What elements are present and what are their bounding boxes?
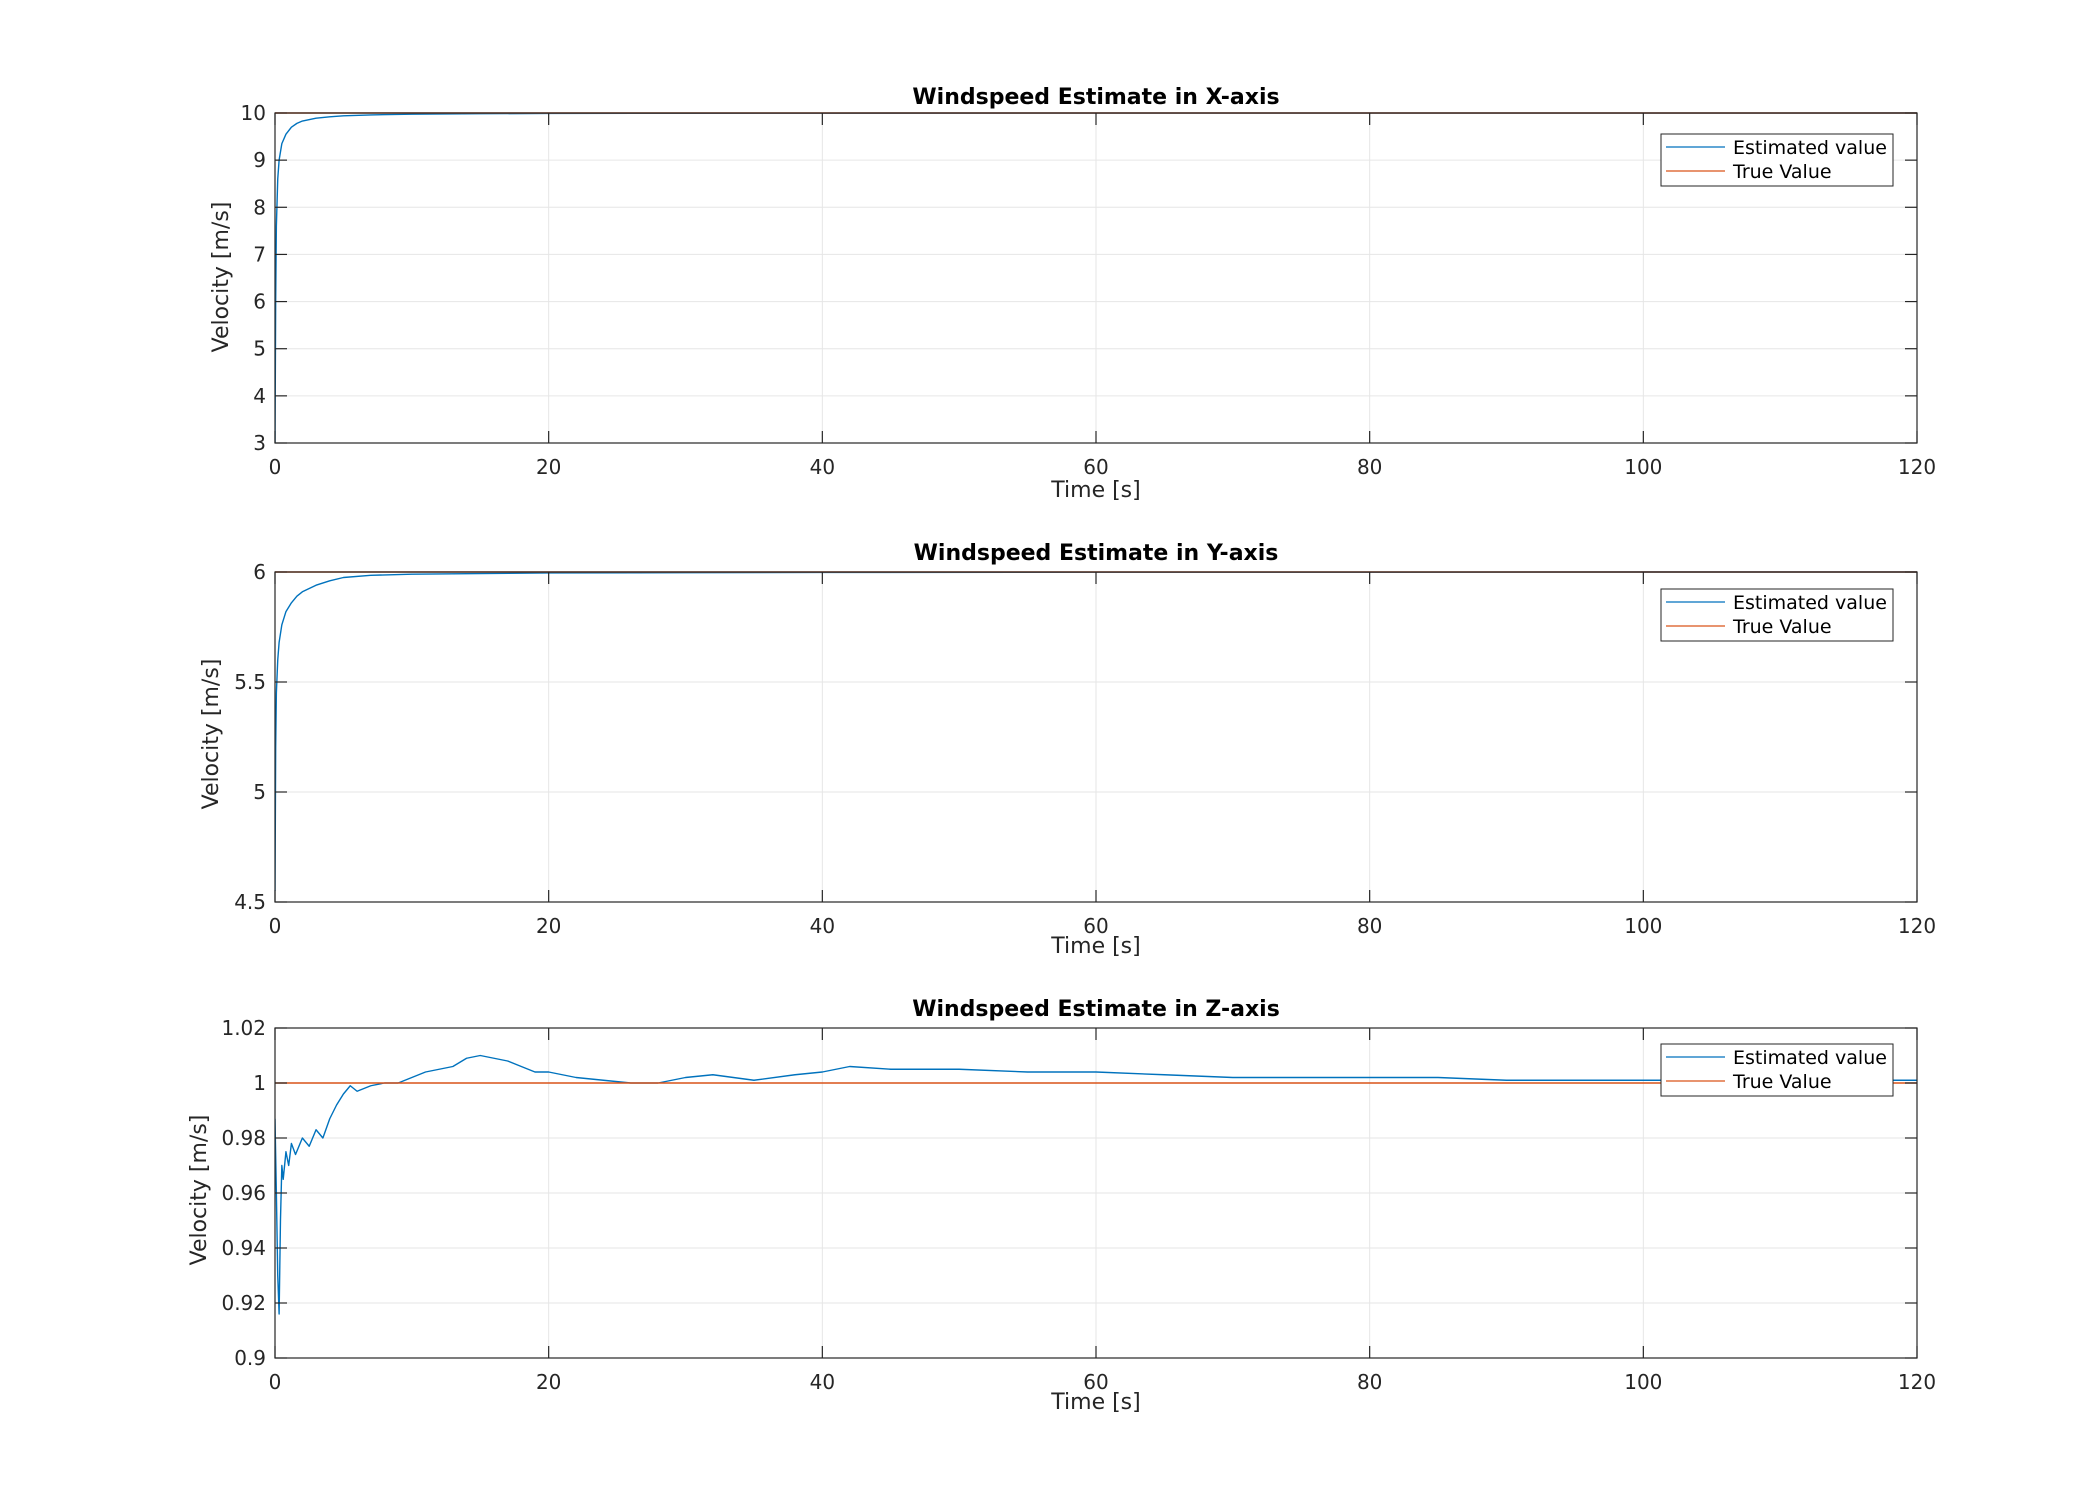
x-axis-label: Time [s] — [1050, 934, 1140, 959]
subplot-x: Windspeed Estimate in X-axis Time [s] Ve… — [209, 85, 1936, 503]
y-tick-label: 9 — [253, 148, 266, 172]
y-tick-label: 5.5 — [234, 670, 266, 694]
legend-label-true: True Value — [1732, 1071, 1832, 1093]
series-line-estimated — [275, 1054, 1917, 1315]
y-tick-label: 7 — [253, 242, 266, 266]
x-tick-label: 100 — [1624, 455, 1662, 479]
legend-box — [1660, 133, 1894, 187]
y-tick-label: 6 — [253, 290, 266, 314]
plot-area: 0 20 40 60 80 100 120 0.9 0.92 0.94 0.96 0.98 1 1.02 — [221, 1016, 1936, 1394]
x-tick-label: 80 — [1357, 1370, 1382, 1394]
y-tick-label: 0.9 — [234, 1346, 266, 1370]
y-tick-label: 6 — [253, 560, 266, 584]
x-tick-label: 80 — [1357, 914, 1382, 938]
x-tick-label: 20 — [536, 914, 561, 938]
y-tick-label: 1 — [253, 1071, 266, 1095]
x-tick-label: 20 — [536, 1370, 561, 1394]
x-tick-label: 120 — [1898, 1370, 1936, 1394]
subplot-y: Windspeed Estimate in Y-axis Time [s] Ve… — [199, 541, 1936, 959]
x-axis-label: Time [s] — [1050, 1390, 1140, 1415]
x-tick-label: 80 — [1357, 455, 1382, 479]
x-tick-label: 60 — [1083, 914, 1108, 938]
x-tick-label: 40 — [810, 914, 835, 938]
y-tick-label: 0.94 — [221, 1236, 266, 1260]
y-tick-label: 0.92 — [221, 1291, 266, 1315]
legend-label-estimated: Estimated value — [1733, 592, 1887, 614]
chart-title: Windspeed Estimate in Z-axis — [912, 997, 1280, 1022]
series-group — [275, 1054, 1917, 1315]
y-tick-label: 1.02 — [221, 1016, 266, 1040]
x-tick-label: 0 — [269, 455, 282, 479]
x-tick-label: 60 — [1083, 1370, 1108, 1394]
chart-title: Windspeed Estimate in X-axis — [912, 85, 1279, 110]
legend: Estimated value True Value — [1660, 1043, 1894, 1097]
legend-label-true: True Value — [1732, 161, 1832, 183]
y-tick-label: 5 — [253, 337, 266, 361]
y-tick-label: 8 — [253, 195, 266, 219]
legend-label-estimated: Estimated value — [1733, 1047, 1887, 1069]
y-tick-label: 0.98 — [221, 1126, 266, 1150]
y-axis-label: Velocity [m/s] — [199, 659, 224, 810]
y-tick-label: 3 — [253, 431, 266, 455]
y-tick-label: 0.96 — [221, 1181, 266, 1205]
plot-area: 0 20 40 60 80 100 120 3 4 5 6 7 8 9 10 — [241, 101, 1937, 479]
y-tick-label: 4 — [253, 384, 266, 408]
legend-box — [1660, 1043, 1894, 1097]
y-axis-label: Velocity [m/s] — [187, 1115, 212, 1266]
x-tick-label: 100 — [1624, 914, 1662, 938]
chart-title: Windspeed Estimate in Y-axis — [914, 541, 1279, 566]
y-tick-label: 5 — [253, 780, 266, 804]
x-tick-label: 100 — [1624, 1370, 1662, 1394]
x-axis-label: Time [s] — [1050, 478, 1140, 503]
y-tick-label: 10 — [241, 101, 266, 125]
legend-box — [1660, 588, 1894, 642]
legend-label-true: True Value — [1732, 616, 1832, 638]
x-tick-label: 0 — [269, 1370, 282, 1394]
x-tick-label: 120 — [1898, 914, 1936, 938]
x-tick-label: 60 — [1083, 455, 1108, 479]
y-axis-label: Velocity [m/s] — [209, 202, 234, 353]
y-tick-label: 4.5 — [234, 890, 266, 914]
legend: Estimated value True Value — [1660, 588, 1894, 642]
x-tick-label: 20 — [536, 455, 561, 479]
legend: Estimated value True Value — [1660, 133, 1894, 187]
x-tick-label: 120 — [1898, 455, 1936, 479]
plot-area: 0 20 40 60 80 100 120 4.5 5 5.5 6 — [234, 560, 1936, 938]
legend-label-estimated: Estimated value — [1733, 137, 1887, 159]
x-tick-label: 40 — [810, 455, 835, 479]
x-tick-label: 0 — [269, 914, 282, 938]
subplot-z: Windspeed Estimate in Z-axis Time [s] Ve… — [187, 997, 1936, 1415]
x-tick-label: 40 — [810, 1370, 835, 1394]
